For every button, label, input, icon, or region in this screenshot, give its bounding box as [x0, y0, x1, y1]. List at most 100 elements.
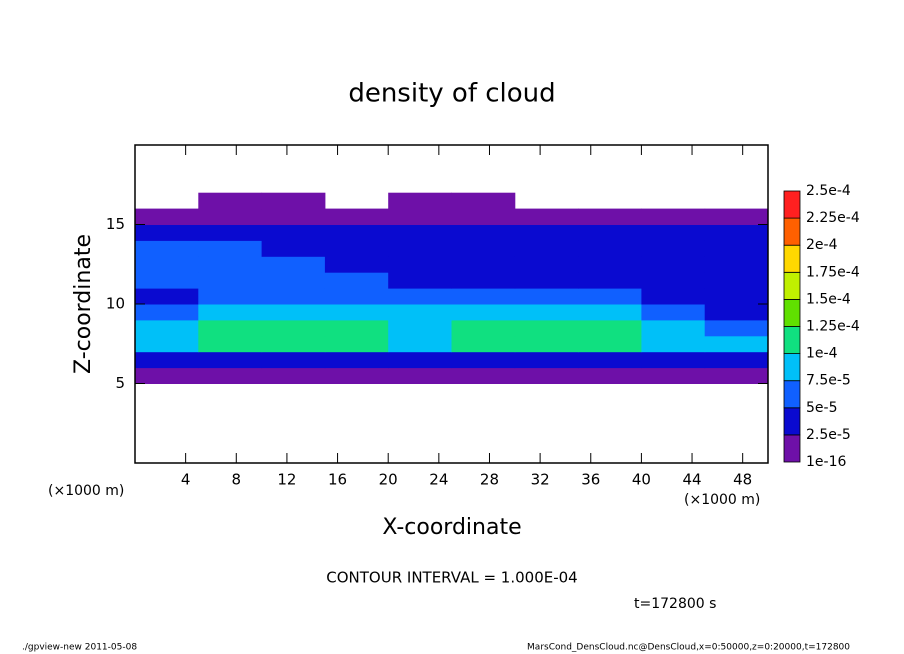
field-cell [135, 208, 199, 225]
field-cell [135, 256, 199, 273]
field-cell [135, 304, 199, 321]
field-cell [451, 208, 516, 225]
field-cell [198, 335, 263, 353]
field-cell [388, 335, 452, 353]
field-cell [641, 319, 706, 337]
field-cell [388, 367, 452, 384]
field-cell [451, 272, 516, 289]
field-cell [198, 351, 263, 369]
field-cell [324, 240, 389, 257]
field-cell [388, 208, 452, 225]
colorbar-box [783, 271, 801, 300]
field-cell [514, 288, 579, 305]
field-cell [578, 304, 642, 321]
field-cell [324, 208, 389, 225]
field-cell [451, 304, 516, 321]
field-cell [641, 288, 706, 305]
annotation: CONTOUR INTERVAL = 1.000E-04 [326, 569, 577, 587]
field-cell [261, 240, 326, 257]
field-cell [261, 288, 326, 305]
field-cell [261, 224, 326, 241]
field-cell [324, 351, 389, 369]
field-cell [135, 224, 199, 241]
footer-right: MarsCond_DensCloud.nc@DensCloud,x=0:5000… [527, 643, 850, 653]
field-cell [578, 240, 642, 257]
field-cell [641, 256, 706, 273]
field-cell [514, 240, 579, 257]
x-tick-label: 24 [429, 471, 448, 489]
colorbar-label: 1.5e-4 [806, 291, 851, 307]
field-cell [514, 351, 579, 369]
field-cell [451, 351, 516, 369]
field-cell [704, 240, 769, 257]
field-cell [198, 367, 263, 384]
field-cell [451, 367, 516, 384]
field-cell [198, 256, 263, 273]
colorbar-label: 1e-16 [806, 454, 846, 470]
field-cell [578, 335, 642, 353]
field-cell [578, 351, 642, 369]
field-cell [451, 335, 516, 353]
field-cell [198, 304, 263, 321]
field-cell [641, 304, 706, 321]
field-cell [135, 240, 199, 257]
colorbar-label: 2.5e-4 [806, 183, 851, 199]
field-cell [324, 224, 389, 241]
colorbar-label: 2.5e-5 [806, 427, 851, 443]
field-cell [704, 335, 769, 353]
field-cell [578, 367, 642, 384]
field-cell [514, 272, 579, 289]
field-cell [704, 319, 769, 337]
field-cell [641, 240, 706, 257]
x-tick-label: 44 [682, 471, 701, 489]
colorbar-box [783, 380, 801, 409]
colorbar-label: 2e-4 [806, 237, 838, 253]
field-cell [514, 208, 579, 225]
field-cell [198, 272, 263, 289]
field-cell [135, 335, 199, 353]
field-cell [261, 319, 326, 337]
field-cell [261, 208, 326, 225]
field-cell [324, 304, 389, 321]
y-tick-label: 5 [115, 374, 125, 392]
colorbar-box [783, 244, 801, 273]
chart-title: density of cloud [348, 79, 555, 109]
colorbar-box [783, 407, 801, 436]
y-axis-label: Z-coordinate [71, 234, 96, 374]
colorbar-box [783, 298, 801, 327]
field-cell [198, 208, 263, 225]
time-label: t=172800 s [634, 596, 716, 612]
x-tick-label: 8 [232, 471, 242, 489]
field-cell [451, 224, 516, 241]
y-unit: (×1000 m) [48, 483, 124, 499]
footer-left: ./gpview-new 2011-05-08 [22, 643, 137, 653]
field-cell [261, 256, 326, 273]
field-cell [641, 335, 706, 353]
field-cell [135, 288, 199, 305]
field-cell [135, 351, 199, 369]
field-cell [324, 335, 389, 353]
field-cell [261, 304, 326, 321]
field-cell [261, 351, 326, 369]
field-cell [514, 304, 579, 321]
x-axis-label: X-coordinate [382, 515, 521, 540]
colorbar-label: 2.25e-4 [806, 210, 860, 226]
field-cell [388, 192, 452, 210]
field-cell [514, 367, 579, 384]
colorbar-label: 5e-5 [806, 400, 837, 416]
field-cell [324, 256, 389, 273]
field-cell [388, 351, 452, 369]
field-cell [641, 272, 706, 289]
colorbar-box [783, 217, 801, 246]
colorbar-box [783, 326, 801, 355]
field-cell [324, 288, 389, 305]
field-cell [261, 367, 326, 384]
x-tick-label: 4 [181, 471, 191, 489]
field-cell [578, 256, 642, 273]
field-cell [388, 272, 452, 289]
field-cell [704, 367, 769, 384]
colorbar-label: 7.5e-5 [806, 373, 851, 389]
field-cell [198, 240, 263, 257]
field-cell [198, 224, 263, 241]
